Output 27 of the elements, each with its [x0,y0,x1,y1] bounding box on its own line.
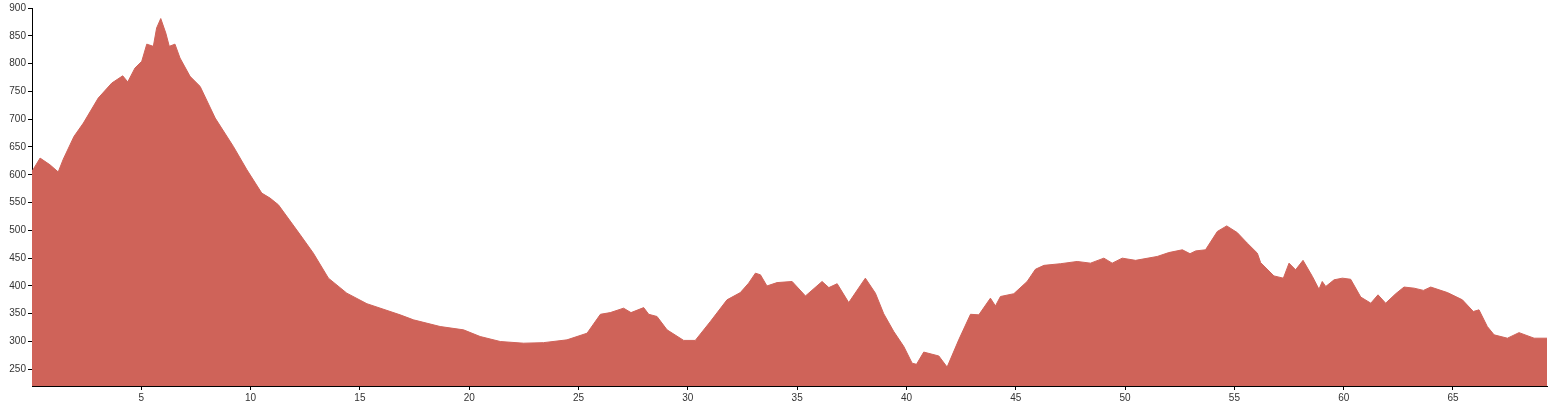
y-tick-label: 850 [9,29,27,41]
x-tick-label: 20 [463,391,476,403]
y-tick-label: 650 [9,140,27,152]
x-tick-label: 40 [900,391,913,403]
y-tick-label: 550 [9,196,27,208]
x-tick-label: 25 [572,391,585,403]
y-tick-label: 500 [9,224,27,236]
x-tick-label: 50 [1119,391,1132,403]
y-tick-label: 400 [9,279,27,291]
y-tick-label: 600 [9,168,27,180]
x-tick-label: 60 [1338,391,1350,403]
y-tick-label: 450 [9,251,27,263]
y-tick-label: 900 [9,1,27,13]
y-tick-label: 250 [9,363,27,375]
y-tick-label: 700 [9,112,27,124]
x-tick-label: 30 [682,391,694,403]
y-tick-label: 750 [9,85,27,97]
x-tick-label: 35 [791,391,804,403]
x-tick-label: 15 [354,391,366,403]
x-tick-label: 55 [1228,391,1241,403]
y-tick-label: 350 [9,307,27,319]
x-tick-label: 45 [1010,391,1022,403]
y-tick-label: 300 [9,335,27,347]
x-tick-label: 5 [138,391,145,403]
x-tick-label: 65 [1447,391,1459,403]
x-tick-label: 10 [245,391,257,403]
y-tick-label: 800 [9,57,27,69]
